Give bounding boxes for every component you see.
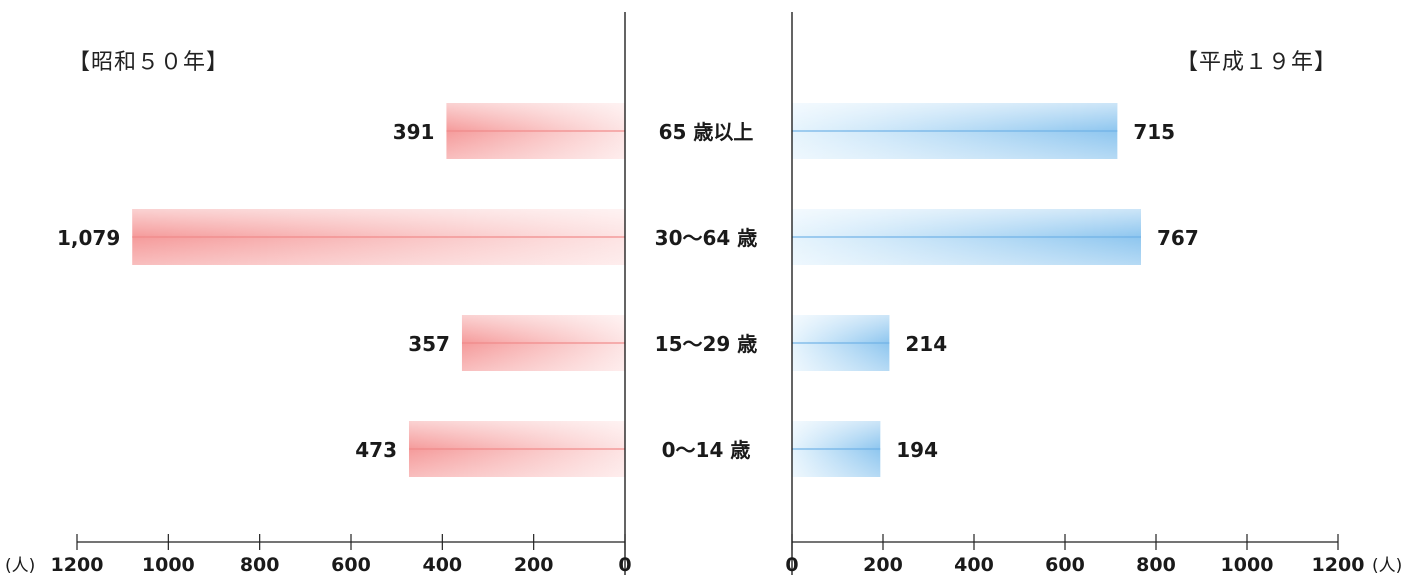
category-label: 15～29 歳 <box>655 332 758 356</box>
left-unit-label: (人) <box>5 556 35 575</box>
left-tick-label: 400 <box>422 554 462 575</box>
right-tick-label: 400 <box>954 554 994 575</box>
right-data-label: 194 <box>896 438 938 462</box>
left-data-label: 391 <box>393 120 435 144</box>
left-data-label: 1,079 <box>57 226 120 250</box>
right-tick-label: 200 <box>863 554 903 575</box>
right-data-label: 715 <box>1133 120 1175 144</box>
left-data-label: 473 <box>355 438 397 462</box>
left-tick-label: 800 <box>240 554 280 575</box>
right-tick-label: 600 <box>1045 554 1085 575</box>
right-tick-label: 800 <box>1136 554 1176 575</box>
category-label: 65 歳以上 <box>659 120 754 144</box>
right-unit-label: (人) <box>1372 556 1402 575</box>
right-data-label: 214 <box>905 332 947 356</box>
left-panel-title: 【昭和５０年】 <box>68 50 230 75</box>
right-data-label: 767 <box>1157 226 1199 250</box>
left-tick-label: 600 <box>331 554 371 575</box>
left-tick-label: 1200 <box>51 554 104 575</box>
left-tick-label: 200 <box>514 554 554 575</box>
left-data-label: 357 <box>408 332 450 356</box>
left-tick-label: 0 <box>618 554 631 575</box>
right-tick-label: 0 <box>785 554 798 575</box>
category-label: 0～14 歳 <box>662 438 751 462</box>
right-tick-label: 1000 <box>1221 554 1274 575</box>
right-tick-label: 1200 <box>1312 554 1365 575</box>
left-tick-label: 1000 <box>142 554 195 575</box>
category-label: 30～64 歳 <box>655 226 758 250</box>
right-panel-title: 【平成１９年】 <box>1175 50 1337 75</box>
